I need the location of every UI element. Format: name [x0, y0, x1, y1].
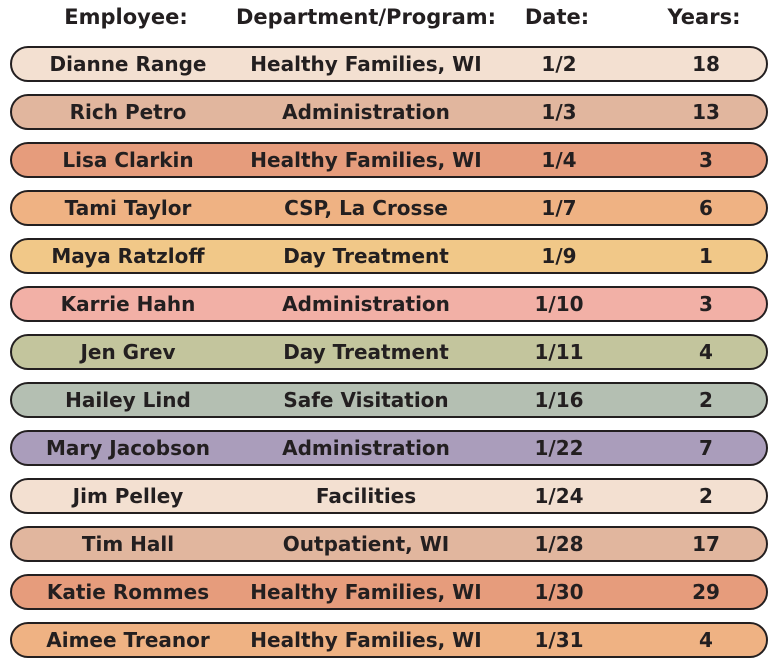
employee-row: Tami Taylor CSP, La Crosse 1/7 6 — [10, 190, 768, 226]
employee-years: 6 — [699, 196, 713, 220]
employee-department: Healthy Families, WI — [250, 52, 482, 76]
employee-years: 18 — [692, 52, 720, 76]
employee-name: Tami Taylor — [64, 196, 192, 220]
employee-years: 2 — [699, 484, 713, 508]
employee-name: Karrie Hahn — [60, 292, 196, 316]
employee-name: Lisa Clarkin — [62, 148, 194, 172]
employee-name: Maya Ratzloff — [51, 244, 205, 268]
employee-department: Healthy Families, WI — [250, 148, 482, 172]
employee-name: Tim Hall — [81, 532, 175, 556]
header-department: Department/Program: — [236, 5, 497, 29]
employee-department: Administration — [282, 292, 450, 316]
employee-years: 13 — [692, 100, 720, 124]
employee-date: 1/22 — [534, 436, 584, 460]
employee-years: 29 — [692, 580, 720, 604]
employee-date: 1/11 — [534, 340, 584, 364]
employee-row: Katie Rommes Healthy Families, WI 1/30 29 — [10, 574, 768, 610]
employee-date: 1/31 — [534, 628, 584, 652]
employee-row: Rich Petro Administration 1/3 13 — [10, 94, 768, 130]
employee-years: 3 — [699, 148, 713, 172]
employee-department: CSP, La Crosse — [284, 196, 448, 220]
employee-years: 3 — [699, 292, 713, 316]
employee-department: Day Treatment — [283, 244, 449, 268]
employee-years: 7 — [699, 436, 713, 460]
header-years: Years: — [667, 5, 741, 29]
header-employee: Employee: — [64, 5, 188, 29]
employee-date: 1/16 — [534, 388, 584, 412]
employee-name: Mary Jacobson — [46, 436, 210, 460]
employee-row: Dianne Range Healthy Families, WI 1/2 18 — [10, 46, 768, 82]
employee-department: Facilities — [315, 484, 417, 508]
employee-name: Jen Grev — [80, 340, 176, 364]
employee-date: 1/24 — [534, 484, 584, 508]
employee-date: 1/30 — [534, 580, 584, 604]
employee-row: Jim Pelley Facilities 1/24 2 — [10, 478, 768, 514]
employee-name: Jim Pelley — [72, 484, 184, 508]
employee-date: 1/3 — [541, 100, 577, 124]
employee-department: Administration — [282, 436, 450, 460]
table-header: Employee: Department/Program: Date: Year… — [0, 0, 779, 36]
employee-department: Healthy Families, WI — [250, 628, 482, 652]
employee-years: 17 — [692, 532, 720, 556]
employee-years: 1 — [699, 244, 713, 268]
employee-name: Katie Rommes — [46, 580, 210, 604]
employee-name: Dianne Range — [49, 52, 207, 76]
employee-row: Maya Ratzloff Day Treatment 1/9 1 — [10, 238, 768, 274]
employee-date: 1/10 — [534, 292, 584, 316]
employee-row: Lisa Clarkin Healthy Families, WI 1/4 3 — [10, 142, 768, 178]
employee-years: 4 — [699, 340, 713, 364]
employee-date: 1/7 — [541, 196, 577, 220]
employee-row: Jen Grev Day Treatment 1/11 4 — [10, 334, 768, 370]
employee-row: Hailey Lind Safe Visitation 1/16 2 — [10, 382, 768, 418]
employee-date: 1/9 — [541, 244, 577, 268]
employee-date: 1/4 — [541, 148, 577, 172]
employee-name: Hailey Lind — [65, 388, 191, 412]
employee-name: Aimee Treanor — [46, 628, 210, 652]
employee-row: Tim Hall Outpatient, WI 1/28 17 — [10, 526, 768, 562]
employee-row: Karrie Hahn Administration 1/10 3 — [10, 286, 768, 322]
employee-date: 1/28 — [534, 532, 584, 556]
employee-name: Rich Petro — [69, 100, 187, 124]
employee-department: Administration — [282, 100, 450, 124]
header-date: Date: — [524, 5, 590, 29]
employee-years: 4 — [699, 628, 713, 652]
employee-date: 1/2 — [541, 52, 577, 76]
employee-row: Aimee Treanor Healthy Families, WI 1/31 4 — [10, 622, 768, 658]
employee-years: 2 — [699, 388, 713, 412]
employee-department: Day Treatment — [283, 340, 449, 364]
employee-row: Mary Jacobson Administration 1/22 7 — [10, 430, 768, 466]
employee-department: Outpatient, WI — [282, 532, 450, 556]
employee-department: Safe Visitation — [283, 388, 449, 412]
employee-department: Healthy Families, WI — [250, 580, 482, 604]
